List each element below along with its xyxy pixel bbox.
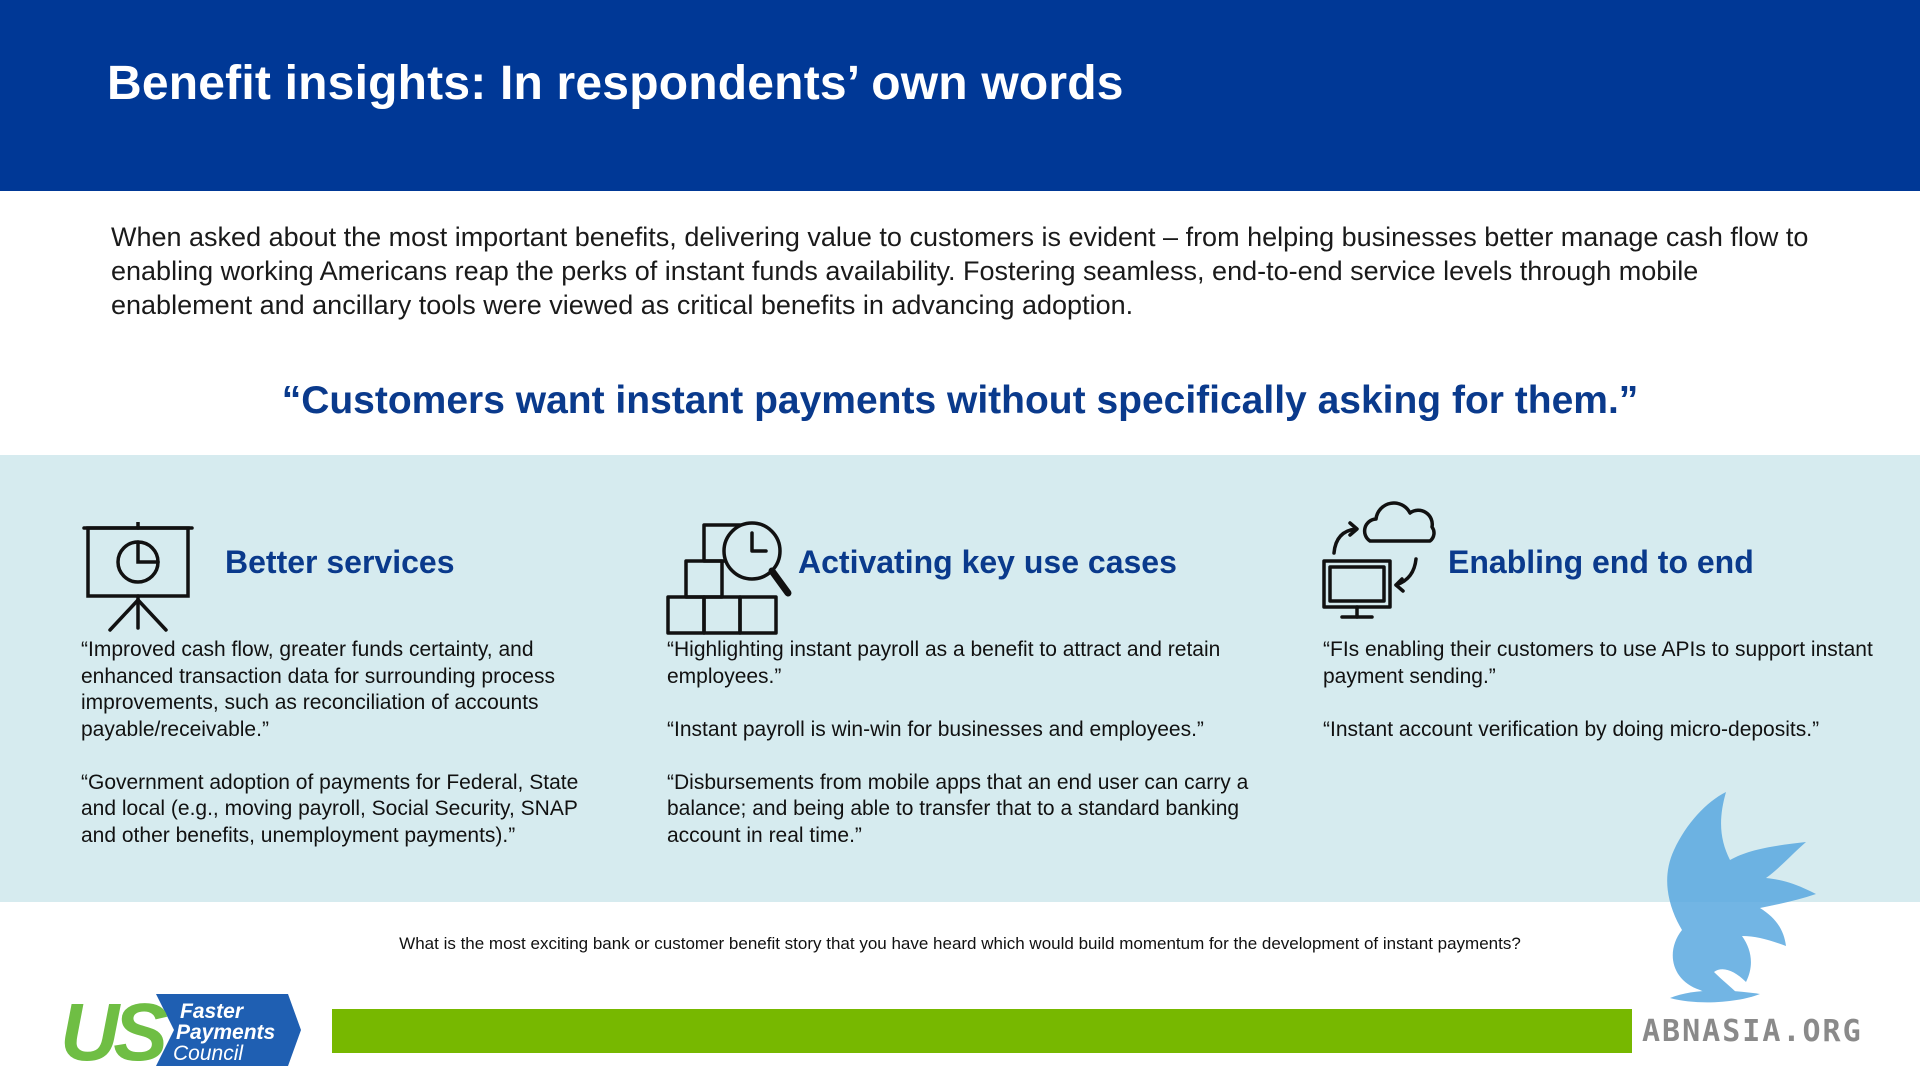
logo-mark: US [60, 990, 167, 1070]
quote-text: “Instant account verification by doing m… [1323, 717, 1820, 741]
insights-band: Better services “Improved cash flow, gre… [0, 455, 1920, 902]
quote-text: “Improved cash flow, greater funds certa… [81, 638, 555, 741]
quote-text: “Instant payroll is win-win for business… [667, 717, 1204, 741]
column-title: Enabling end to end [1448, 544, 1754, 580]
presentation-board-icon [82, 522, 194, 632]
quote-text: “Highlighting instant payroll as a benef… [667, 638, 1221, 688]
column-title: Activating key use cases [798, 544, 1177, 580]
pull-quote: “Customers want instant payments without… [281, 379, 1639, 422]
header-bar: Benefit insights: In respondents’ own wo… [0, 0, 1920, 191]
quote-text: “Government adoption of payments for Fed… [81, 770, 579, 847]
quotes-list: “FIs enabling their customers to use API… [1323, 637, 1883, 770]
page-title: Benefit insights: In respondents’ own wo… [107, 57, 1124, 110]
footer-accent-bar [332, 1009, 1632, 1053]
column-title: Better services [225, 544, 455, 580]
boxes-clock-icon [666, 521, 792, 635]
griffin-watermark-icon [1667, 792, 1816, 1003]
logo-line-3: Council [173, 1042, 244, 1065]
watermark-text: ABNASIA.ORG [1642, 1014, 1863, 1049]
cloud-computer-sync-icon [1322, 501, 1436, 619]
survey-question: What is the most exciting bank or custom… [399, 934, 1521, 953]
logo-line-1: Faster [180, 1000, 245, 1023]
logo-line-2: Payments [176, 1021, 275, 1044]
quote-text: “Disbursements from mobile apps that an … [667, 770, 1249, 847]
intro-paragraph: When asked about the most important bene… [111, 222, 1809, 320]
quote-text: “FIs enabling their customers to use API… [1323, 638, 1873, 688]
quotes-list: “Improved cash flow, greater funds certa… [81, 637, 611, 876]
us-faster-payments-council-logo: US Faster Payments Council [60, 990, 301, 1070]
quotes-list: “Highlighting instant payroll as a benef… [667, 637, 1277, 876]
